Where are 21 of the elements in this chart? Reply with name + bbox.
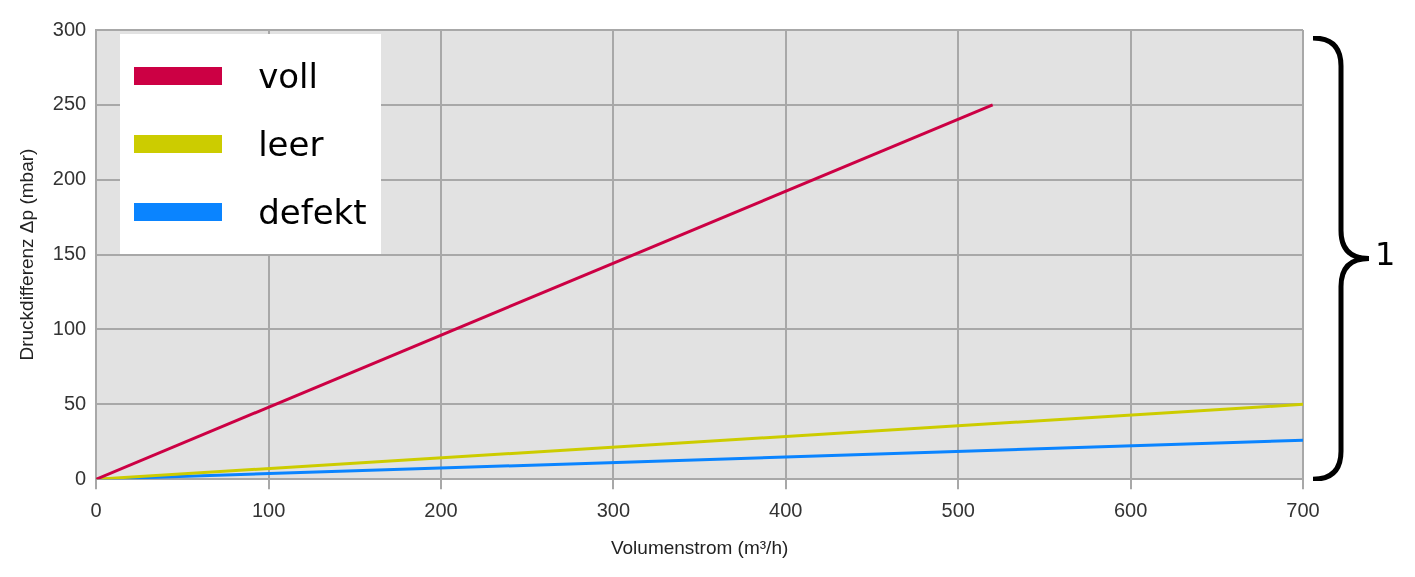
x-tick-label: 400 xyxy=(769,498,803,521)
x-tick-label: 200 xyxy=(424,498,458,521)
y-tick-label: 250 xyxy=(52,92,87,115)
text: 1 xyxy=(1375,234,1396,273)
x-tick-label: 500 xyxy=(941,498,975,521)
x-tick-label: 100 xyxy=(251,498,286,521)
legend-label: leer xyxy=(258,124,324,164)
legend-label: defekt xyxy=(258,192,367,232)
x-tick-label: 700 xyxy=(1286,498,1320,521)
y-axis-title: Druckdifferenz Δp (mbar) xyxy=(15,148,37,361)
legend-label: voll xyxy=(258,56,318,96)
y-tick-label: 0 xyxy=(75,466,87,489)
x-tick-label: 300 xyxy=(596,498,631,521)
y-tick-label: 100 xyxy=(52,316,87,339)
x-axis-title: Volumenstrom (m³/h) xyxy=(610,536,789,558)
y-tick-label: 300 xyxy=(52,17,87,40)
y-tick-label: 200 xyxy=(52,167,87,190)
x-tick-label: 600 xyxy=(1113,498,1148,521)
x-tick-label: 0 xyxy=(90,498,102,521)
y-tick-label: 50 xyxy=(63,391,87,414)
y-tick-label: 150 xyxy=(52,242,87,265)
